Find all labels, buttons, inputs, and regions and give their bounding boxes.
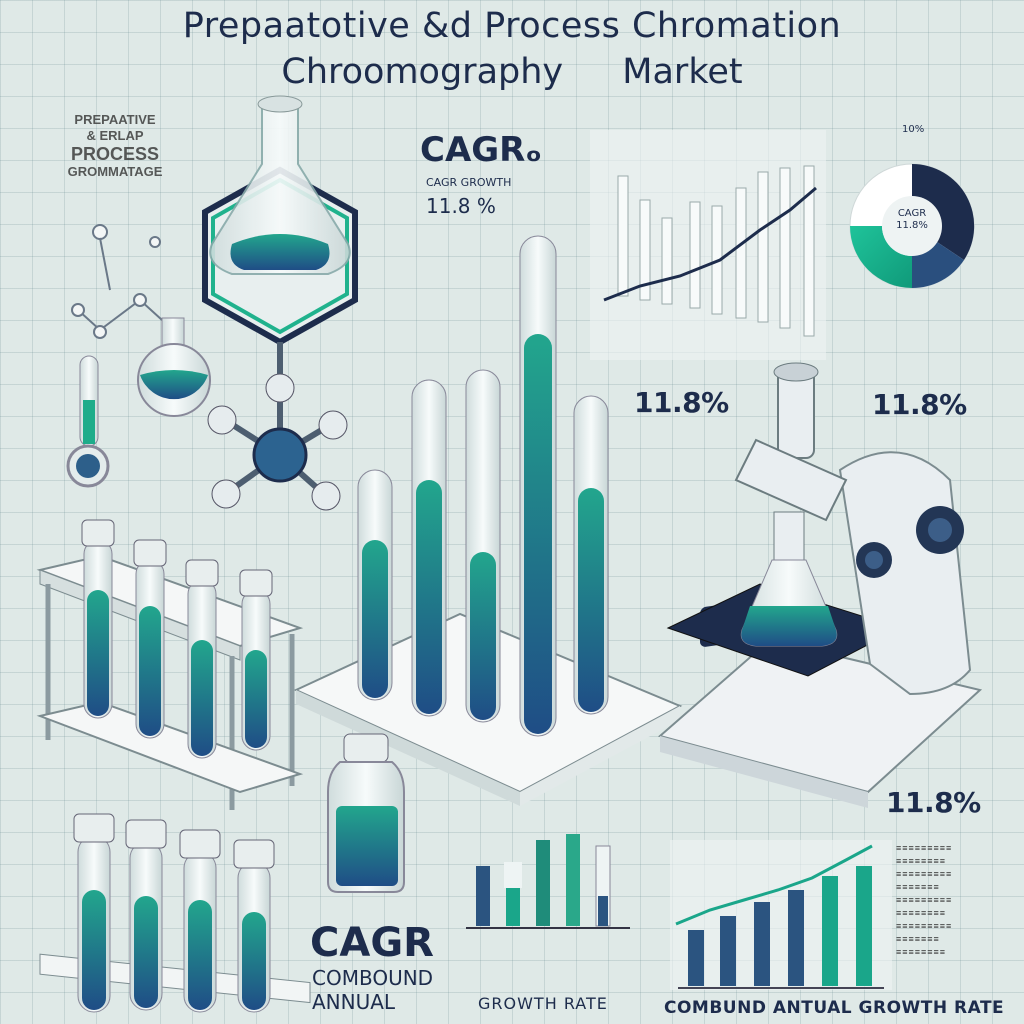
bottom-center-bar-chart <box>466 834 630 929</box>
title-line-1: Prepaatotive &d Process Chromation <box>182 6 842 46</box>
donut-center-line-2: 11.8% <box>896 220 928 231</box>
donut-chart <box>849 163 975 289</box>
left-caption: PREPAATIVE & ERLAP PROCESS GROMMATAGE <box>40 112 190 180</box>
bottom-compound-label: COMBOUND <box>312 966 434 990</box>
bottom-growth-rate-label: GROWTH RATE <box>478 994 608 1013</box>
title-line-2-right: Market <box>622 52 743 92</box>
percent-label-lower-right: 11.8% <box>886 786 981 819</box>
test-tubes-left <box>81 519 273 759</box>
cagr-top-value: 11.8 % <box>426 194 496 218</box>
bottom-cagr-label: CAGR <box>310 920 434 966</box>
bottom-right-bar-chart <box>670 840 892 990</box>
donut-top-label: 10% <box>902 124 925 135</box>
vial-icon <box>327 733 405 893</box>
cagr-top-subtitle: CAGR GROWTH <box>426 176 512 189</box>
bottom-right-caption: COMBUND ANTUAL GROWTH RATE <box>664 998 1005 1018</box>
molecule-atoms <box>207 373 348 511</box>
left-caption-line-3: PROCESS <box>70 144 160 164</box>
small-molecule-icon <box>71 224 163 339</box>
left-caption-line-2: & ERLAP <box>86 128 144 143</box>
donut-center-line-1: CAGR <box>897 208 927 219</box>
left-caption-line-1: PREPAATIVE <box>74 112 156 127</box>
cagr-top-label: CAGRₒ <box>420 130 542 170</box>
microscope-icon <box>657 362 983 808</box>
thermometer-icon <box>66 355 110 488</box>
percent-label-left: 11.8% <box>634 386 729 419</box>
percent-label-right: 11.8% <box>872 388 967 421</box>
right-side-list: ≡≡≡≡≡≡≡≡≡ ≡≡≡≡≡≡≡≡ ≡≡≡≡≡≡≡≡≡ ≡≡≡≡≡≡≡ ≡≡≡≡≡≡… <box>896 843 953 957</box>
bottom-annual-label: ANNUAL <box>312 990 396 1014</box>
round-flask-icon <box>137 317 211 417</box>
hexagon-flask-icon <box>202 95 358 346</box>
donut-center-text: CAGR 11.8% <box>886 208 938 232</box>
top-bar-chart <box>590 130 826 360</box>
test-tubes-bottom-left <box>39 813 311 1013</box>
title-line-2: Chroomography Market <box>0 52 1024 92</box>
title-line-2-left: Chroomography <box>281 52 564 92</box>
chromatography-columns <box>357 235 609 737</box>
left-caption-line-4: GROMMATAGE <box>67 164 163 179</box>
